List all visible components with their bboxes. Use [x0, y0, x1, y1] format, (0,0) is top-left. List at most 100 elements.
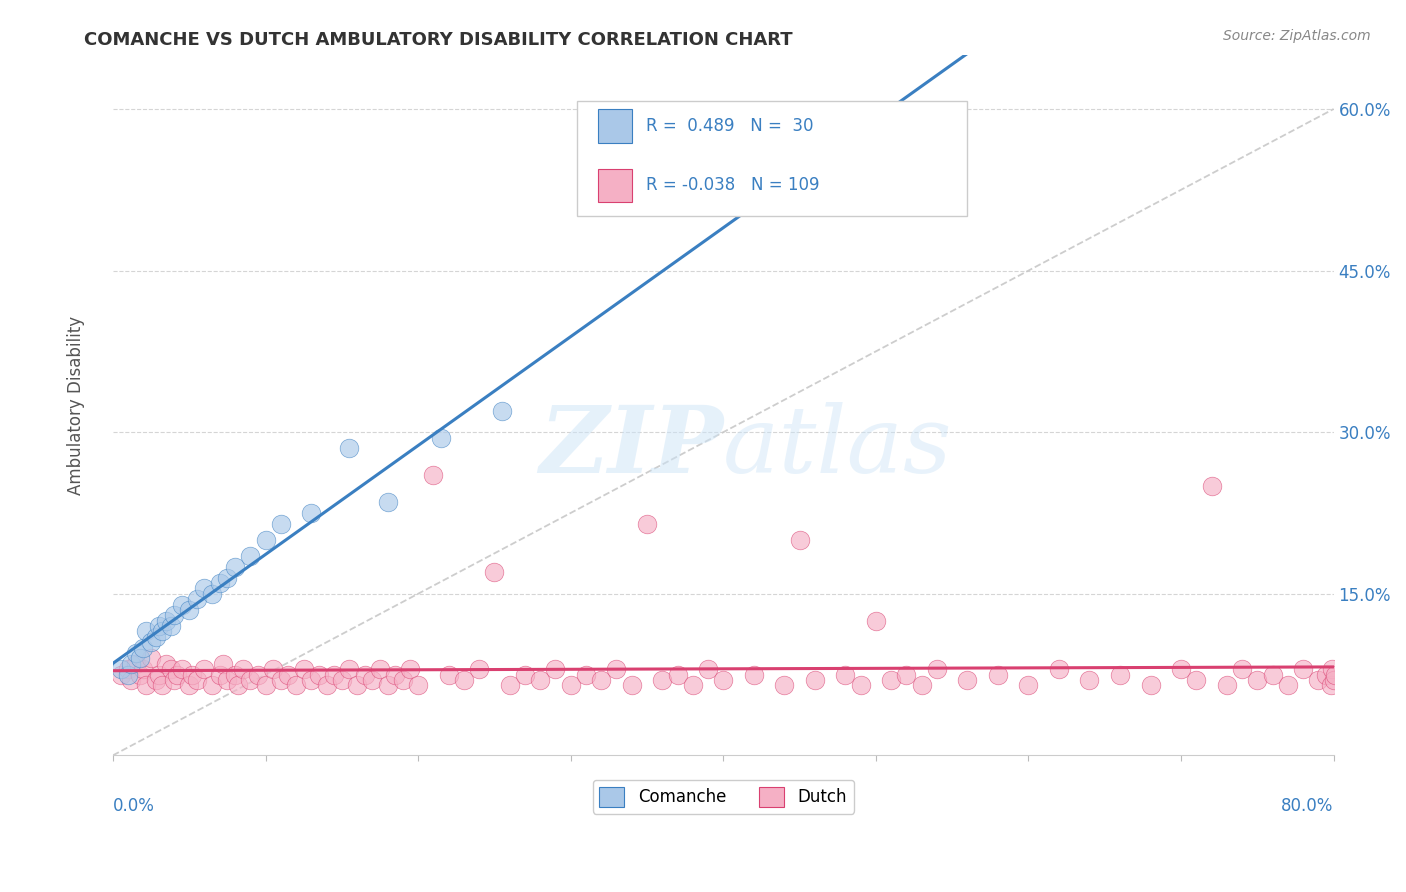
Point: [1230, 662, 1253, 676]
Point: [560, 678, 582, 692]
Legend: Comanche, Dutch: Comanche, Dutch: [593, 780, 853, 814]
Point: [1384, 662, 1406, 676]
Point: [299, 506, 322, 520]
Point: [498, 678, 520, 692]
Point: [1368, 673, 1391, 687]
Point: [285, 678, 308, 692]
Point: [125, 657, 148, 671]
Point: [377, 495, 399, 509]
Point: [651, 673, 673, 687]
Point: [160, 619, 183, 633]
Point: [150, 624, 173, 639]
Point: [254, 678, 277, 692]
Point: [711, 673, 734, 687]
Text: COMANCHE VS DUTCH AMBULATORY DISABILITY CORRELATION CHART: COMANCHE VS DUTCH AMBULATORY DISABILITY …: [84, 31, 793, 49]
Point: [217, 673, 239, 687]
Point: [437, 667, 460, 681]
Point: [697, 662, 720, 676]
Point: [1323, 673, 1346, 687]
Text: R = -0.038   N = 109: R = -0.038 N = 109: [647, 177, 820, 194]
Point: [110, 662, 132, 676]
Point: [865, 614, 887, 628]
Point: [217, 571, 239, 585]
Point: [117, 667, 139, 681]
Point: [392, 673, 415, 687]
Point: [150, 678, 173, 692]
Point: [308, 667, 330, 681]
Point: [896, 667, 918, 681]
Point: [1353, 667, 1375, 681]
Point: [193, 582, 215, 596]
Point: [346, 678, 368, 692]
Bar: [598, 109, 631, 143]
Point: [135, 624, 157, 639]
Point: [1246, 673, 1268, 687]
Point: [1047, 662, 1070, 676]
FancyBboxPatch shape: [576, 101, 967, 216]
Point: [1319, 678, 1341, 692]
Point: [170, 598, 193, 612]
Point: [163, 608, 186, 623]
Point: [1324, 667, 1347, 681]
Point: [1216, 678, 1239, 692]
Point: [232, 662, 254, 676]
Point: [666, 667, 689, 681]
Point: [789, 533, 811, 547]
Point: [129, 667, 152, 681]
Point: [1078, 673, 1101, 687]
Point: [636, 516, 658, 531]
Point: [620, 678, 643, 692]
Point: [925, 662, 948, 676]
Point: [224, 667, 246, 681]
Point: [277, 667, 299, 681]
Point: [211, 657, 233, 671]
Point: [742, 667, 765, 681]
Point: [987, 667, 1010, 681]
Point: [246, 667, 269, 681]
Point: [1320, 662, 1343, 676]
Point: [323, 667, 346, 681]
Point: [1337, 678, 1360, 692]
Point: [1292, 662, 1315, 676]
Point: [1109, 667, 1132, 681]
Point: [170, 662, 193, 676]
Point: [148, 619, 170, 633]
Point: [1315, 667, 1337, 681]
Point: [239, 673, 262, 687]
Point: [529, 673, 551, 687]
Point: [468, 662, 491, 676]
Point: [145, 673, 167, 687]
Point: [1017, 678, 1039, 692]
Point: [270, 673, 292, 687]
Point: [1185, 673, 1208, 687]
Point: [125, 646, 148, 660]
Point: [201, 678, 224, 692]
Point: [399, 662, 422, 676]
Point: [145, 630, 167, 644]
Point: [880, 673, 903, 687]
Point: [160, 662, 183, 676]
Text: 80.0%: 80.0%: [1281, 797, 1334, 815]
Point: [682, 678, 704, 692]
Point: [377, 678, 399, 692]
Point: [201, 587, 224, 601]
Point: [186, 673, 208, 687]
Text: Source: ZipAtlas.com: Source: ZipAtlas.com: [1223, 29, 1371, 43]
Point: [804, 673, 827, 687]
Point: [384, 667, 406, 681]
Point: [339, 442, 361, 456]
Point: [193, 662, 215, 676]
Point: [911, 678, 934, 692]
Point: [575, 667, 598, 681]
Point: [181, 667, 204, 681]
Point: [132, 662, 155, 676]
Point: [484, 565, 506, 579]
Point: [1277, 678, 1299, 692]
Point: [148, 667, 170, 681]
Point: [422, 468, 444, 483]
Point: [179, 678, 201, 692]
Point: [120, 673, 142, 687]
Point: [368, 662, 391, 676]
Point: [224, 559, 246, 574]
Point: [208, 576, 231, 591]
